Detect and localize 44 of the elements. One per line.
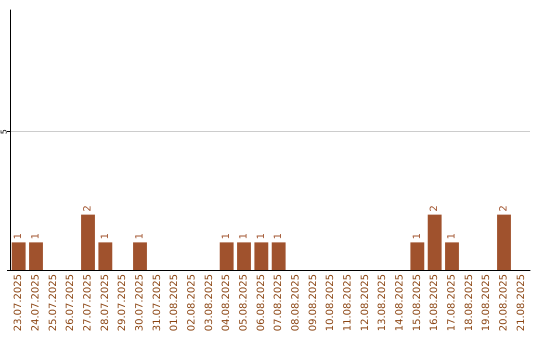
data-label: 1 xyxy=(30,232,42,240)
data-label: 1 xyxy=(446,232,458,240)
x-tick-label: 01.08.2025 xyxy=(169,274,180,332)
x-tick-label: 09.08.2025 xyxy=(308,274,319,332)
x-tick-label: 06.08.2025 xyxy=(256,274,267,332)
x-tick-label: 21.08.2025 xyxy=(516,274,527,332)
x-tick-label: 26.07.2025 xyxy=(65,274,76,332)
x-tick-label: 28.07.2025 xyxy=(100,274,111,332)
x-tick-label: 19.08.2025 xyxy=(481,274,492,332)
data-label: 1 xyxy=(273,232,284,240)
x-tick-label: 17.08.2025 xyxy=(446,274,458,332)
data-label: 1 xyxy=(412,232,423,240)
data-label: 2 xyxy=(498,205,510,212)
data-label: 1 xyxy=(100,232,111,240)
x-tick-label: 13.08.2025 xyxy=(377,274,388,332)
x-tick-label: 07.08.2025 xyxy=(273,274,284,332)
x-tick-label: 23.07.2025 xyxy=(13,274,24,332)
x-tick-label: 02.08.2025 xyxy=(186,274,198,332)
x-tick-label: 10.08.2025 xyxy=(325,274,336,332)
x-tick-label: 03.08.2025 xyxy=(204,274,215,332)
x-tick-label: 18.08.2025 xyxy=(464,274,475,332)
x-tick-label: 24.07.2025 xyxy=(30,274,42,332)
x-tick-label: 31.07.2025 xyxy=(152,274,163,332)
x-tick-label: 12.08.2025 xyxy=(360,274,371,332)
data-label: 1 xyxy=(221,232,232,240)
x-tick-label: 20.08.2025 xyxy=(498,274,510,332)
x-tick-label: 04.08.2025 xyxy=(221,274,232,332)
x-tick-label: 27.07.2025 xyxy=(82,274,94,332)
x-tick-label: 14.08.2025 xyxy=(394,274,406,332)
x-tick-label: 25.07.2025 xyxy=(48,274,59,332)
data-label: 2 xyxy=(82,205,94,212)
x-tick-label: 05.08.2025 xyxy=(238,274,250,332)
x-tick-label: 11.08.2025 xyxy=(342,274,354,332)
data-label: 2 xyxy=(429,205,440,212)
data-label: 1 xyxy=(13,232,24,240)
data-label: 1 xyxy=(256,232,267,240)
x-tick-label: 08.08.2025 xyxy=(290,274,302,332)
data-label: 1 xyxy=(134,232,146,240)
x-tick-label: 15.08.2025 xyxy=(412,274,423,332)
x-tick-label: 16.08.2025 xyxy=(429,274,440,332)
x-tick-label: 30.07.2025 xyxy=(134,274,146,332)
x-tick-label: 29.07.2025 xyxy=(117,274,128,332)
data-label: 1 xyxy=(238,232,250,240)
y-tick-label: 5 xyxy=(0,129,8,134)
